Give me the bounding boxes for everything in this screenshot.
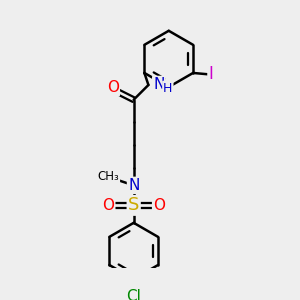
Text: O: O (102, 198, 114, 213)
Text: O: O (153, 198, 165, 213)
Text: Cl: Cl (126, 289, 141, 300)
Text: N: N (153, 77, 165, 92)
Text: N: N (128, 178, 140, 193)
Text: H: H (163, 82, 172, 95)
Text: O: O (107, 80, 119, 95)
Text: CH₃: CH₃ (98, 170, 119, 183)
Text: I: I (208, 65, 213, 83)
Text: S: S (128, 196, 140, 214)
